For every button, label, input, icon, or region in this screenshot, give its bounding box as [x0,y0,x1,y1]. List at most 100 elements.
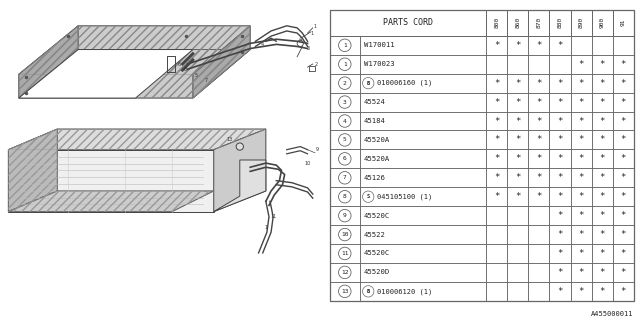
Text: 91: 91 [621,19,625,27]
Text: *: * [620,116,626,125]
Bar [486,187,508,206]
Text: *: * [620,135,626,144]
Text: 3: 3 [307,46,310,51]
Bar [591,263,612,282]
Bar [486,112,508,131]
Bar [529,282,550,301]
Text: 10: 10 [305,161,310,165]
Text: 13: 13 [227,137,232,142]
Text: *: * [620,79,626,88]
Text: *: * [579,60,584,69]
Bar [612,36,634,55]
Bar [529,244,550,263]
Bar [486,244,508,263]
Text: A455000011: A455000011 [591,311,634,317]
Bar [330,55,360,74]
Text: 890: 890 [579,17,584,28]
Text: 2: 2 [314,61,317,67]
Text: *: * [600,287,605,296]
Text: *: * [494,173,500,182]
Bar [360,168,486,187]
Text: 8: 8 [343,194,347,199]
Bar [570,206,591,225]
Text: 800: 800 [495,17,499,28]
Bar [550,74,570,92]
Bar [330,168,360,187]
Text: *: * [536,79,541,88]
Text: *: * [620,230,626,239]
Bar [591,74,612,92]
Bar [612,244,634,263]
Bar [486,10,508,36]
Text: 1: 1 [264,225,268,229]
Text: *: * [515,154,520,163]
Bar [612,92,634,112]
Text: 2: 2 [343,81,347,86]
Bar [612,112,634,131]
Bar [330,112,360,131]
Bar [612,263,634,282]
Bar [570,149,591,168]
Text: *: * [557,211,563,220]
Bar [360,206,486,225]
Bar [529,112,550,131]
Text: *: * [494,135,500,144]
Bar [529,55,550,74]
Bar [486,168,508,187]
Bar [612,131,634,149]
Bar [550,225,570,244]
Text: 45520A: 45520A [364,156,390,162]
Bar [591,55,612,74]
Text: *: * [579,268,584,277]
Text: *: * [620,192,626,201]
Text: 45520D: 45520D [364,269,390,276]
Text: *: * [620,173,626,182]
Bar [591,36,612,55]
Text: *: * [515,173,520,182]
Text: *: * [600,154,605,163]
Text: *: * [620,249,626,258]
Bar [360,149,486,168]
Text: 7: 7 [205,78,208,83]
Bar [591,168,612,187]
Text: 8: 8 [184,67,187,72]
Text: *: * [515,116,520,125]
Text: 45520A: 45520A [364,137,390,143]
Bar [550,10,570,36]
Bar [508,92,529,112]
Bar [570,244,591,263]
Bar [570,55,591,74]
Bar [330,10,486,36]
Text: *: * [600,173,605,182]
Polygon shape [19,26,78,98]
Text: *: * [600,192,605,201]
Text: 6: 6 [343,156,347,161]
Bar [508,187,529,206]
Text: *: * [557,173,563,182]
Polygon shape [8,150,214,212]
Bar [508,206,529,225]
Bar [591,187,612,206]
Text: 45520C: 45520C [364,251,390,257]
Bar [508,55,529,74]
Bar [612,10,634,36]
Text: *: * [557,230,563,239]
Text: *: * [494,98,500,107]
Bar [360,263,486,282]
Text: *: * [515,41,520,50]
Text: 6: 6 [178,61,181,67]
Text: 900: 900 [600,17,605,28]
Text: *: * [620,98,626,107]
Text: PARTS CORD: PARTS CORD [383,18,433,27]
Text: *: * [557,192,563,201]
Bar [570,225,591,244]
Text: *: * [579,211,584,220]
Text: 860: 860 [515,17,520,28]
Text: W170023: W170023 [364,61,394,67]
Polygon shape [214,160,266,212]
Bar [529,74,550,92]
Text: *: * [515,135,520,144]
Bar [612,225,634,244]
Bar [330,149,360,168]
Bar [486,149,508,168]
